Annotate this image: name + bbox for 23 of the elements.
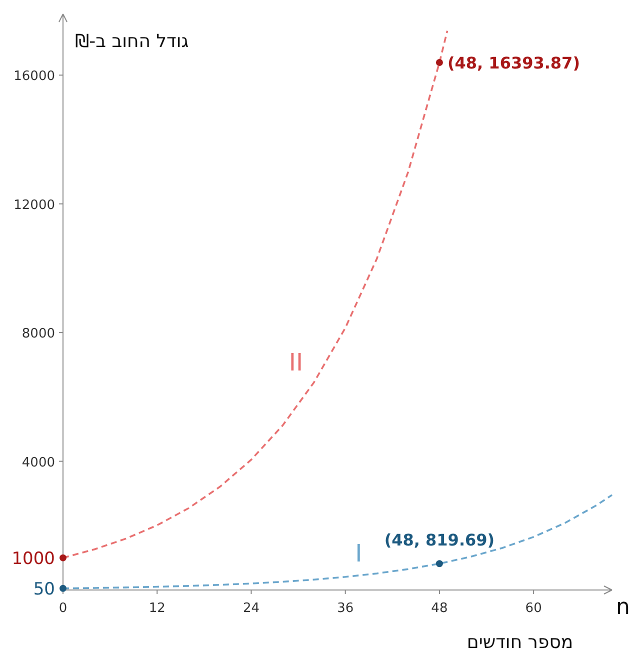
x-tick-label: 24 — [242, 601, 260, 616]
y-axis-title: גודל החוב ב-₪ — [75, 31, 189, 52]
x-axis-title: מספר חודשים — [466, 632, 574, 653]
y-tick-label: 4000 — [22, 455, 55, 470]
x-tick-label: 48 — [431, 601, 448, 616]
point — [60, 584, 66, 592]
text: n — [616, 595, 630, 620]
x-tick-label: 60 — [525, 601, 542, 616]
data-label: 50 — [33, 579, 55, 600]
point — [60, 554, 66, 562]
x-tick-label: 12 — [148, 601, 166, 616]
x-tick-label: 36 — [337, 601, 354, 616]
x-tick-label: 0 — [58, 601, 68, 616]
series-label: I — [355, 539, 362, 568]
y-tick-label: 12000 — [14, 198, 55, 213]
point — [436, 58, 443, 66]
series-label: II — [288, 348, 304, 376]
data-label: (48, 819.69) — [384, 530, 495, 550]
data-label: (48, 16393.87) — [447, 53, 580, 72]
data-label: 1000 — [12, 548, 55, 569]
y-tick-label: 16000 — [14, 69, 55, 84]
y-tick-label: 8000 — [22, 326, 55, 342]
point — [436, 560, 443, 568]
